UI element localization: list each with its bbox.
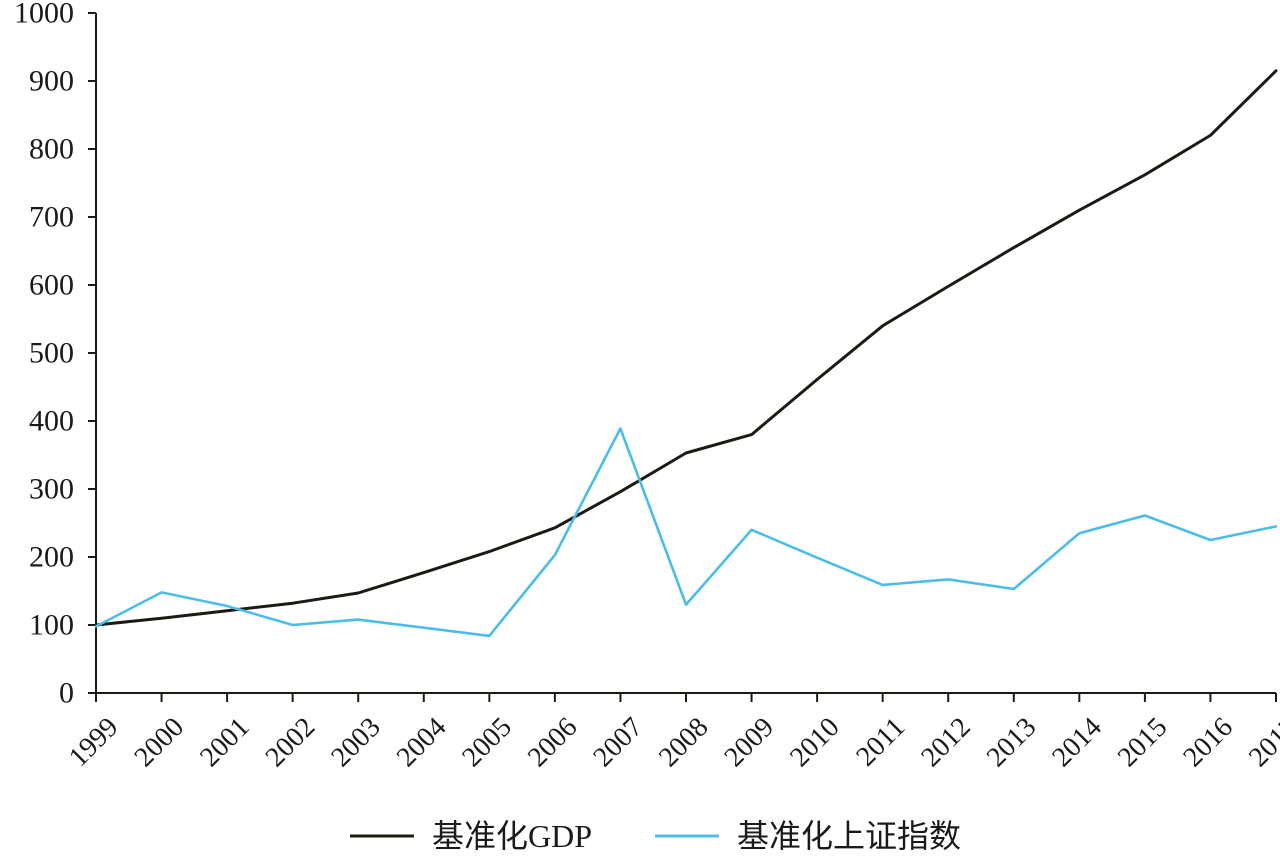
series-layer bbox=[94, 69, 1278, 638]
x-tick-label: 2012 bbox=[915, 712, 977, 774]
x-tick-label: 2001 bbox=[194, 712, 256, 774]
legend: 基准化GDP 基准化上证指数 bbox=[350, 818, 961, 854]
x-tick-label: 2007 bbox=[587, 712, 649, 774]
x-tick-label: 2015 bbox=[1112, 712, 1174, 774]
y-tick-label: 0 bbox=[59, 677, 74, 710]
x-tick-label: 2006 bbox=[522, 712, 584, 774]
y-axis-ticks: 0 100 200 300 400 500 600 700 800 900 1000 bbox=[14, 0, 96, 710]
series-line-0 bbox=[94, 69, 1278, 627]
y-tick-label: 800 bbox=[29, 133, 74, 166]
y-tick-label: 900 bbox=[29, 65, 74, 98]
x-tick-label: 2008 bbox=[653, 712, 715, 774]
x-tick-label: 2009 bbox=[719, 712, 781, 774]
y-tick-label: 300 bbox=[29, 473, 74, 506]
y-tick-label: 1000 bbox=[14, 0, 74, 30]
x-axis-ticks: 1999 2000 2001 2002 2003 2004 2005 2006 2007 2008… bbox=[63, 693, 1280, 773]
x-tick-label: 2011 bbox=[850, 712, 911, 773]
y-tick-label: 600 bbox=[29, 269, 74, 302]
series-line-1 bbox=[94, 427, 1278, 638]
x-tick-label: 2005 bbox=[456, 712, 518, 774]
x-tick-label: 2004 bbox=[391, 712, 453, 774]
axes bbox=[95, 13, 1276, 694]
x-tick-label: 1999 bbox=[63, 712, 125, 774]
x-tick-label: 2000 bbox=[129, 712, 191, 774]
legend-label-0: 基准化GDP bbox=[432, 818, 592, 854]
legend-label-1: 基准化上证指数 bbox=[737, 818, 961, 854]
x-tick-label: 2002 bbox=[260, 712, 322, 774]
y-tick-label: 200 bbox=[29, 541, 74, 574]
y-tick-label: 700 bbox=[29, 201, 74, 234]
x-tick-label: 2013 bbox=[981, 712, 1043, 774]
x-tick-label: 2010 bbox=[784, 712, 846, 774]
y-tick-label: 500 bbox=[29, 337, 74, 370]
y-tick-label: 100 bbox=[29, 609, 74, 642]
x-tick-label: 2016 bbox=[1177, 712, 1239, 774]
x-tick-label: 2014 bbox=[1046, 712, 1108, 774]
x-tick-label: 2003 bbox=[325, 712, 387, 774]
x-tick-label: 2017 bbox=[1243, 712, 1280, 774]
y-tick-label: 400 bbox=[29, 405, 74, 438]
